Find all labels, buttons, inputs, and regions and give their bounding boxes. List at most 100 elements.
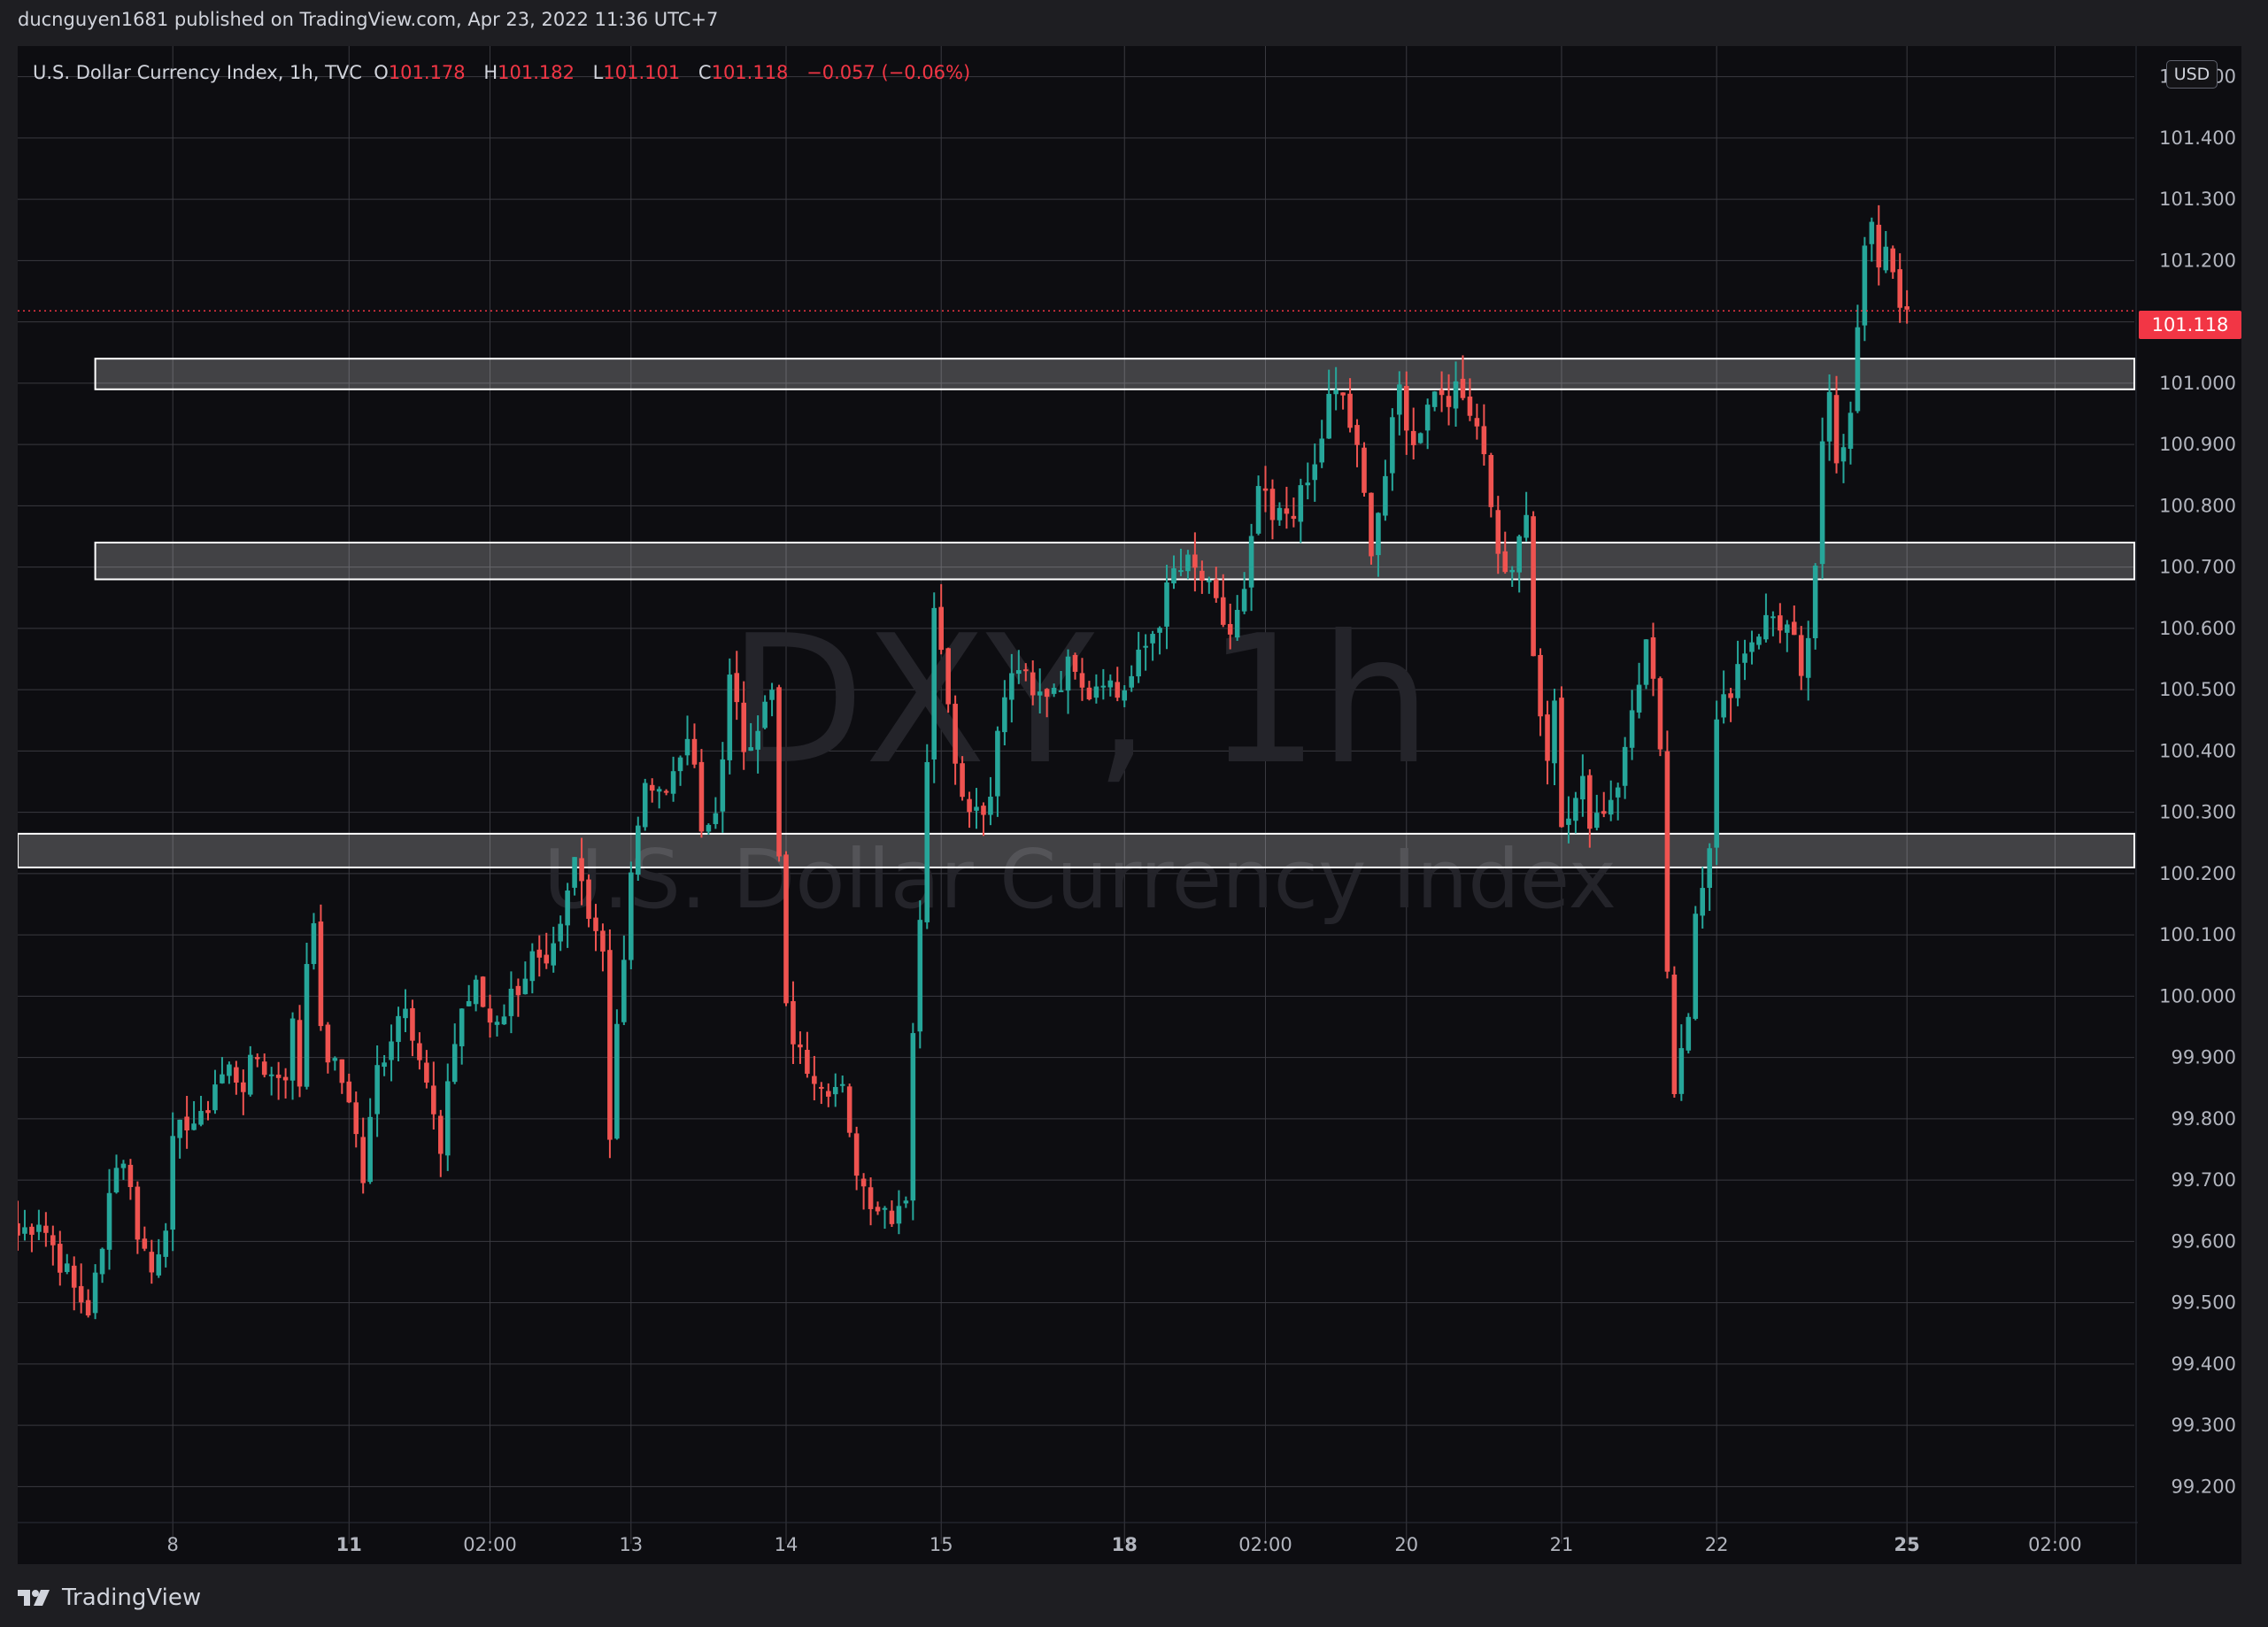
candle-body [473, 979, 479, 1005]
candle-body [974, 806, 979, 811]
price-tick-label: 100.900 [2159, 434, 2236, 455]
candle-body [120, 1163, 127, 1168]
candle-body [1897, 269, 1902, 308]
time-tick-label: 18 [1112, 1534, 1138, 1555]
candle-body [1136, 649, 1141, 677]
candle-body [275, 1075, 282, 1078]
candle-body [297, 1020, 303, 1087]
candle-body [1749, 642, 1755, 652]
price-tick-label: 100.800 [2159, 495, 2236, 516]
candle-body [572, 857, 577, 888]
candle-body [1763, 614, 1769, 640]
candle-body [1397, 384, 1402, 415]
legend-change-value: −0.057 (−0.06%) [806, 62, 971, 83]
candle-body [629, 872, 634, 960]
candle-body [832, 1086, 838, 1095]
candle-body [741, 702, 747, 752]
candle-body [29, 1226, 35, 1235]
candle-body [656, 789, 662, 792]
candle-body [494, 1022, 500, 1025]
candle-body [367, 1116, 373, 1183]
candle-body [1650, 637, 1656, 679]
candle-body [1833, 395, 1840, 464]
candle-body [1721, 694, 1726, 718]
currency-button[interactable]: USD [2166, 60, 2218, 89]
candle-body [776, 687, 782, 857]
candle-body [1171, 567, 1176, 584]
candle-body [1545, 714, 1550, 761]
time-tick-label: 13 [619, 1534, 643, 1555]
candle-body [853, 1133, 860, 1176]
candle-body [938, 606, 944, 651]
candle-body [227, 1064, 232, 1076]
tradingview-logo[interactable]: TradingView [18, 1583, 201, 1613]
candle-body [234, 1067, 239, 1083]
candle-body [444, 1081, 451, 1156]
candle-body [396, 1015, 401, 1043]
candle-body [1234, 610, 1240, 638]
candle-body [825, 1091, 831, 1097]
watermark-name: U.S. Dollar Currency Index [544, 832, 1616, 927]
candle-body [1593, 813, 1600, 829]
candle-body [903, 1200, 909, 1204]
candle-body [635, 825, 641, 875]
candle-body [889, 1210, 895, 1224]
candle-body [1143, 645, 1148, 648]
candle-body [1058, 690, 1064, 692]
candle-body [1580, 775, 1585, 800]
candle-body [1333, 389, 1338, 395]
candle-body [1629, 710, 1635, 748]
candle-body [1778, 615, 1783, 631]
candle-body [600, 930, 606, 952]
candle-body [1608, 799, 1614, 815]
candle-body [1756, 636, 1762, 645]
candle-body [558, 923, 563, 942]
candle-body [551, 943, 557, 966]
candle-body [670, 771, 676, 794]
candle-body [621, 960, 627, 1022]
price-tick-label: 100.200 [2159, 863, 2236, 884]
symbol-legend[interactable]: U.S. Dollar Currency Index, 1h, TVC O101… [33, 62, 983, 83]
candle-body [410, 1007, 415, 1041]
candle-body [50, 1235, 56, 1245]
candle-body [1410, 430, 1416, 445]
candle-body [1347, 393, 1353, 428]
candle-body [508, 988, 514, 1016]
time-tick-label: 20 [1394, 1534, 1418, 1555]
price-tick-label: 101.300 [2159, 189, 2236, 210]
candle-body [614, 1023, 620, 1139]
candle-body [1439, 389, 1445, 396]
candle-body [1192, 554, 1198, 568]
candle-body [1791, 621, 1797, 636]
candle-body [318, 921, 324, 1027]
candle-body [642, 783, 648, 828]
candle-body [720, 759, 726, 812]
candle-body [769, 690, 775, 700]
candle-body [64, 1263, 70, 1272]
candle-body [529, 951, 536, 982]
candlestick-chart[interactable]: DXY, 1h U.S. Dollar Currency Index 99.200 9… [18, 46, 2241, 1564]
candle-body [1904, 306, 1909, 310]
legend-open-label: O [374, 62, 389, 83]
candle-body [1298, 485, 1304, 522]
candle-body [1390, 417, 1395, 474]
chart-area[interactable]: DXY, 1h U.S. Dollar Currency Index 99.200 9… [18, 46, 2241, 1564]
candle-body [1037, 691, 1043, 696]
candle-body [184, 1116, 189, 1131]
candle-body [1531, 516, 1536, 657]
current-price-label: 101.118 [2139, 311, 2241, 339]
candle-body [43, 1225, 49, 1233]
candle-body [78, 1285, 84, 1303]
candle-body [1269, 489, 1276, 520]
candle-body [241, 1082, 246, 1092]
candle-body [501, 1016, 507, 1025]
candle-body [536, 949, 543, 958]
tradingview-brand-name: TradingView [62, 1585, 202, 1611]
candle-body [565, 891, 570, 926]
candle-body [1509, 569, 1516, 573]
candle-body [1305, 482, 1311, 486]
legend-close-label: C [698, 62, 712, 83]
candle-body [593, 917, 598, 931]
time-tick-label: 21 [1550, 1534, 1574, 1555]
price-tick-label: 101.000 [2159, 373, 2236, 394]
